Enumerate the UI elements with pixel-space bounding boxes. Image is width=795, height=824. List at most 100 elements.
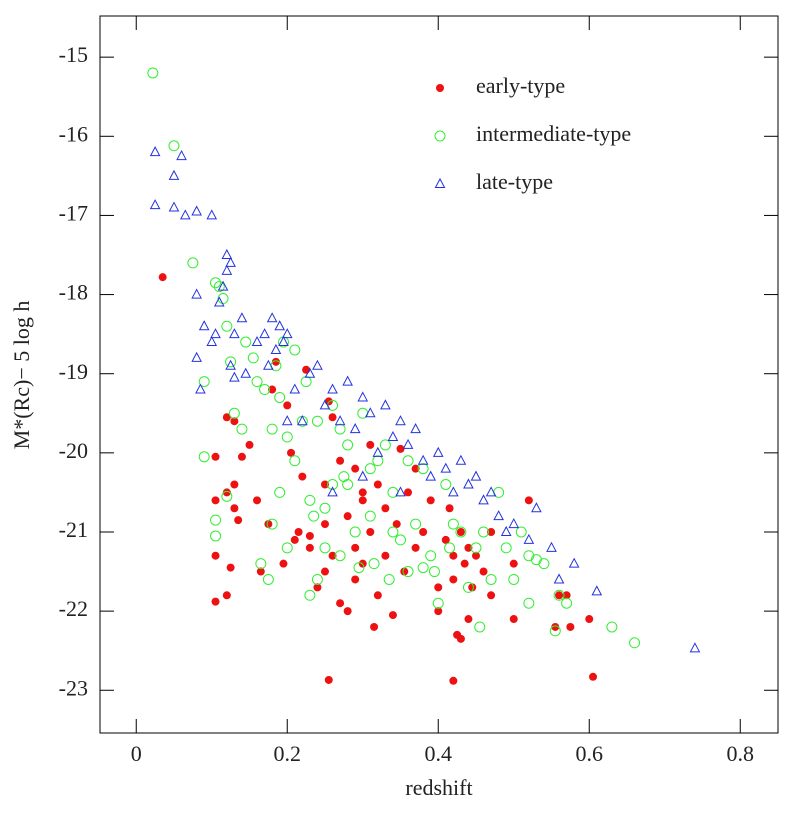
point: [236, 423, 248, 435]
point: [279, 559, 288, 568]
point: [320, 567, 329, 576]
point: [411, 464, 420, 473]
point: [281, 415, 293, 426]
point: [274, 486, 286, 498]
point: [419, 527, 428, 536]
x-tick-label: 0.6: [575, 741, 603, 766]
point: [402, 566, 414, 578]
point: [364, 463, 376, 475]
point: [373, 480, 382, 489]
point: [210, 277, 222, 289]
point: [305, 543, 314, 552]
point: [379, 439, 391, 451]
point: [606, 621, 618, 633]
point: [434, 607, 443, 616]
point: [191, 351, 202, 362]
point: [342, 439, 354, 451]
point: [210, 514, 222, 526]
point: [417, 562, 429, 574]
point: [176, 150, 187, 161]
point: [278, 335, 289, 347]
point: [327, 479, 339, 491]
point: [222, 413, 231, 422]
point: [221, 320, 233, 332]
point: [402, 455, 414, 467]
point: [591, 585, 603, 596]
point: [508, 573, 520, 585]
point: [585, 615, 594, 624]
point: [311, 573, 323, 585]
point: [455, 526, 467, 538]
point: [304, 367, 316, 378]
y-axis-label: M*(Rc)− 5 log h: [9, 301, 34, 450]
point: [187, 257, 199, 269]
legend-marker: [436, 84, 444, 92]
point: [358, 496, 367, 505]
point: [568, 557, 580, 568]
point: [328, 413, 337, 422]
point: [485, 573, 497, 585]
point: [253, 496, 262, 505]
point: [324, 675, 333, 684]
x-tick-label: 0: [131, 741, 142, 766]
point: [266, 518, 278, 530]
point: [168, 201, 180, 212]
point: [460, 559, 469, 568]
point: [225, 359, 236, 370]
point: [357, 470, 369, 481]
point: [381, 551, 390, 560]
point: [523, 597, 535, 609]
point: [222, 591, 231, 600]
point: [523, 550, 535, 562]
point: [211, 496, 220, 505]
y-tick-label: -18: [59, 280, 88, 305]
point: [417, 454, 429, 465]
point: [230, 504, 239, 513]
point: [434, 583, 443, 592]
y-tick-label: -15: [59, 42, 88, 67]
point: [237, 452, 246, 461]
point: [441, 535, 450, 544]
point: [283, 401, 292, 410]
point: [508, 518, 520, 529]
y-tick-label: -16: [59, 121, 88, 146]
point: [342, 375, 353, 386]
point: [255, 558, 267, 570]
point: [448, 486, 459, 497]
point: [500, 542, 512, 554]
point: [191, 205, 202, 216]
point: [195, 383, 206, 394]
point: [349, 526, 361, 538]
point: [411, 543, 420, 552]
point: [485, 486, 497, 497]
point: [294, 527, 303, 536]
point: [366, 440, 375, 449]
point: [304, 494, 316, 506]
point: [444, 542, 456, 554]
point: [479, 567, 488, 576]
point: [432, 597, 444, 609]
legend-label: early-type: [476, 73, 565, 98]
point: [394, 534, 406, 546]
point: [270, 343, 282, 354]
y-tick-label: -23: [59, 675, 88, 700]
point: [222, 488, 231, 497]
point: [334, 423, 346, 435]
point: [343, 607, 352, 616]
point: [553, 573, 565, 584]
point: [228, 407, 240, 419]
point: [149, 199, 161, 210]
point: [263, 359, 274, 370]
point: [240, 336, 252, 348]
point: [456, 527, 465, 536]
point: [561, 597, 573, 609]
point: [549, 625, 561, 637]
point: [515, 526, 527, 538]
point: [287, 448, 296, 457]
point: [370, 622, 379, 631]
point: [402, 438, 414, 449]
point: [206, 209, 218, 220]
point: [259, 328, 270, 339]
point: [168, 140, 180, 152]
point: [447, 518, 459, 530]
